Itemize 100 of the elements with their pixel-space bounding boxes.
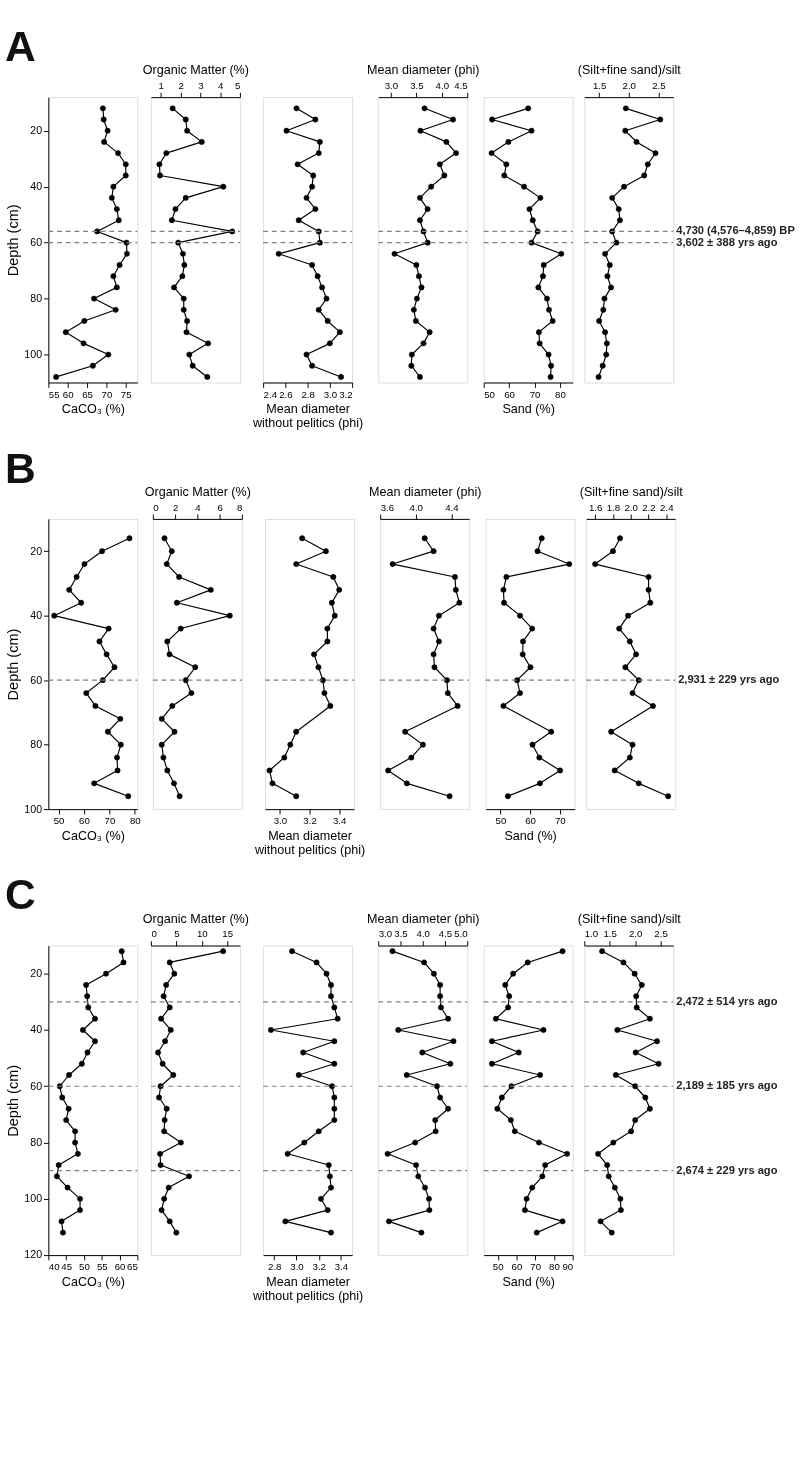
x-tick-label: 2.8	[268, 1261, 282, 1273]
x-tick-label: 2.5	[652, 79, 666, 91]
x-tick-label: 45	[61, 1261, 73, 1273]
chart-title: A	[4, 21, 36, 70]
x-axis-title: (Silt+fine sand)/silt	[579, 485, 684, 500]
x-tick-label: 2.5	[654, 928, 668, 940]
y-tick-label: 20	[30, 967, 43, 980]
ref-line-label: 3,602 ± 388 yrs ago	[676, 235, 778, 248]
x-tick-label: 3.2	[339, 388, 353, 400]
x-tick-label: 4.5	[454, 79, 468, 91]
x-tick-label: 3.0	[378, 928, 393, 940]
x-axis-title: Sand (%)	[504, 828, 557, 843]
x-tick-label: 3.0	[273, 815, 288, 827]
x-tick-label: 2.6	[279, 388, 293, 400]
x-tick-label: 2.0	[622, 79, 637, 91]
x-tick-label: 60	[62, 388, 74, 400]
x-tick-label: 1.0	[584, 928, 599, 940]
x-tick-label: 50	[79, 1261, 90, 1273]
x-axis-title: Organic Matter (%)	[142, 911, 249, 926]
x-axis-title: Organic Matter (%)	[144, 485, 251, 500]
x-tick-label: 1.5	[592, 79, 607, 91]
x-tick-label: 50	[495, 815, 507, 827]
x-tick-label: 5	[235, 79, 241, 91]
x-tick-label: 40	[48, 1261, 60, 1273]
x-tick-label: 3.5	[410, 79, 424, 91]
x-axis-title: Sand (%)	[502, 1274, 555, 1289]
x-tick-label: 90	[562, 1261, 574, 1273]
x-tick-label: 6	[217, 501, 223, 513]
x-axis-title: Mean diameter (phi)	[368, 485, 482, 500]
y-tick-label: 20	[30, 544, 43, 557]
x-tick-label: 5.0	[454, 928, 468, 940]
ref-line-label: 2,189 ± 185 yrs ago	[676, 1079, 778, 1092]
x-tick-label: 60	[114, 1261, 126, 1273]
x-tick-label: 2.4	[263, 388, 278, 400]
x-tick-label: 2.2	[642, 501, 656, 513]
x-tick-label: 70	[554, 815, 566, 827]
y-axis-title: Depth (cm)	[4, 628, 21, 701]
x-tick-label: 80	[555, 388, 566, 400]
ref-line-label: 4,730 (4,576–4,859) BP	[676, 224, 796, 237]
x-tick-label: 50	[53, 815, 65, 827]
y-tick-label: 100	[24, 802, 43, 815]
y-axis-title: Depth (cm)	[4, 204, 21, 277]
x-tick-label: 75	[120, 388, 132, 400]
x-tick-label: 3.2	[303, 815, 317, 827]
chart-title: C	[4, 870, 36, 919]
x-tick-label: 2.8	[301, 388, 315, 400]
y-tick-label: 80	[30, 291, 43, 304]
x-axis-title: Mean diameter without pelitics (phi)	[251, 401, 364, 431]
y-tick-label: 20	[30, 124, 43, 137]
x-tick-label: 2.0	[624, 501, 638, 513]
x-tick-label: 4	[195, 501, 202, 513]
x-tick-label: 10	[196, 928, 208, 940]
y-tick-label: 80	[30, 1135, 43, 1148]
x-tick-label: 60	[525, 815, 536, 827]
x-tick-label: 3.5	[394, 928, 408, 940]
x-tick-label: 3.4	[333, 815, 348, 827]
x-axis-title: CaCO₃ (%)	[61, 1274, 125, 1289]
x-tick-label: 70	[104, 815, 116, 827]
x-tick-label: 3.4	[334, 1261, 349, 1273]
x-axis-title: Mean diameter without pelitics (phi)	[251, 1274, 364, 1304]
x-tick-label: 1	[158, 79, 164, 91]
x-tick-label: 70	[529, 388, 541, 400]
x-tick-label: 5	[174, 928, 180, 940]
y-axis-title: Depth (cm)	[4, 1064, 21, 1137]
x-tick-label: 55	[96, 1261, 108, 1273]
x-tick-label: 2	[178, 79, 184, 91]
x-tick-label: 80	[549, 1261, 560, 1273]
y-tick-label: 40	[30, 609, 43, 622]
x-tick-label: 55	[48, 388, 60, 400]
y-tick-label: 60	[30, 236, 43, 249]
x-tick-label: 1.6	[588, 501, 603, 513]
x-axis-title: CaCO₃ (%)	[61, 401, 125, 416]
x-tick-label: 4.5	[438, 928, 453, 940]
x-tick-label: 3.0	[384, 79, 399, 91]
x-axis-title: Mean diameter (phi)	[367, 911, 480, 926]
x-tick-label: 4.0	[435, 79, 450, 91]
x-axis-title: Organic Matter (%)	[142, 63, 249, 78]
chart-title: B	[4, 443, 36, 492]
x-tick-label: 4	[217, 79, 224, 91]
x-tick-label: 3.0	[323, 388, 338, 400]
x-axis-title: Mean diameter without pelitics (phi)	[253, 828, 366, 858]
x-tick-label: 80	[129, 815, 141, 827]
x-tick-label: 3.0	[290, 1261, 304, 1273]
x-tick-label: 1.8	[606, 501, 621, 513]
ref-line-label: 2,674 ± 229 yrs ago	[676, 1163, 778, 1176]
ref-line-label: 2,931 ± 229 yrs ago	[678, 673, 780, 686]
x-tick-label: 2	[172, 501, 179, 513]
x-tick-label: 65	[127, 1261, 138, 1273]
y-tick-label: 40	[30, 1023, 43, 1036]
x-axis-title: (Silt+fine sand)/silt	[577, 63, 682, 78]
x-tick-label: 2.4	[660, 501, 675, 513]
y-tick-label: 40	[30, 180, 43, 193]
x-axis-title: CaCO₃ (%)	[61, 828, 125, 843]
x-tick-label: 60	[504, 388, 515, 400]
x-tick-label: 50	[492, 1261, 504, 1273]
x-tick-label: 70	[101, 388, 113, 400]
ref-line-label: 2,472 ± 514 yrs ago	[676, 994, 778, 1007]
x-axis-title: Sand (%)	[502, 401, 555, 416]
x-tick-label: 1.5	[603, 928, 617, 940]
y-tick-label: 80	[30, 738, 43, 751]
